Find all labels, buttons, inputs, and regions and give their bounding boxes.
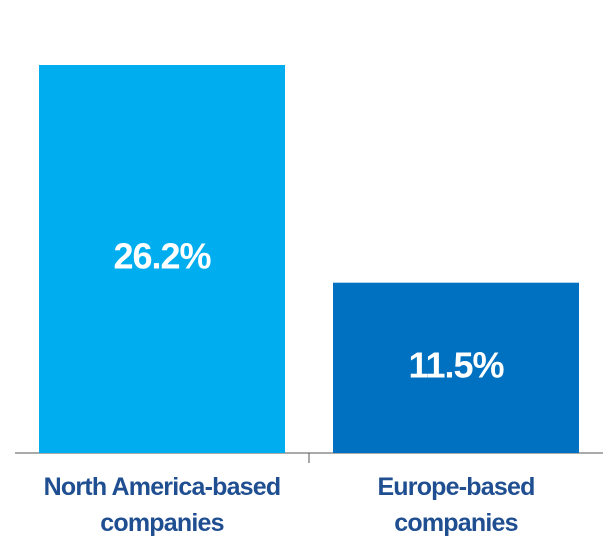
bar xyxy=(333,282,579,453)
category-label: Europe-based companies xyxy=(377,473,535,537)
bar xyxy=(39,65,285,453)
category-label: North America-based companies xyxy=(43,473,282,537)
value-label: 11.5% xyxy=(408,344,504,385)
value-label: 26.2% xyxy=(113,236,211,277)
